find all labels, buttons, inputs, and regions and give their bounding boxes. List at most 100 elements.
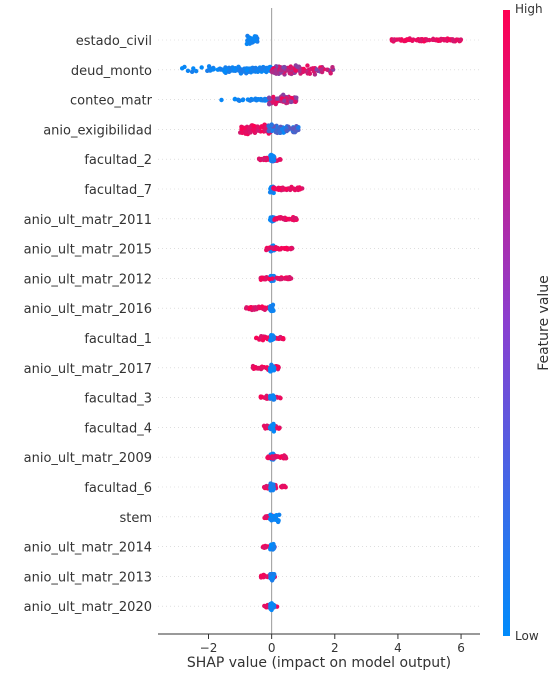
shap-point	[293, 99, 298, 104]
shap-point	[274, 71, 279, 76]
shap-point	[280, 185, 285, 190]
x-ticks: −2 0 2 4 6	[200, 634, 465, 655]
shap-point	[268, 96, 273, 102]
shap-point	[409, 38, 415, 43]
shap-point	[274, 96, 280, 101]
colorbar-gradient	[503, 10, 510, 636]
feature-label: estado_civil	[76, 34, 152, 49]
shap-point	[418, 38, 424, 43]
x-tick-label: 6	[457, 641, 465, 655]
shap-point	[270, 423, 275, 428]
feature-label: facultad_7	[84, 183, 152, 198]
shap-point	[270, 156, 276, 161]
shap-point	[276, 426, 282, 431]
feature-label: anio_ult_matr_2015	[24, 243, 152, 258]
shap-point	[278, 215, 283, 220]
shap-point	[282, 276, 287, 281]
shap-point	[248, 130, 253, 135]
shap-point	[255, 97, 260, 102]
shap-point	[267, 277, 272, 282]
shap-point	[251, 127, 257, 133]
feature-label: anio_ult_matr_2012	[24, 272, 152, 287]
shap-point	[253, 38, 258, 43]
shap-point	[278, 454, 283, 459]
shap-point	[275, 276, 280, 281]
shap-point	[262, 307, 268, 313]
shap-point	[281, 335, 286, 341]
shap-point	[255, 128, 261, 133]
shap-point	[199, 65, 204, 70]
shap-point	[194, 68, 199, 74]
shap-point	[397, 37, 402, 42]
feature-label: facultad_6	[84, 481, 152, 496]
shap-point	[450, 37, 455, 42]
shap-point	[259, 365, 265, 371]
shap-point	[263, 514, 269, 519]
shap-point	[293, 128, 299, 134]
x-tick-label: 0	[268, 641, 276, 655]
shap-point	[269, 604, 275, 609]
shap-point	[246, 39, 251, 45]
shap-point	[318, 67, 324, 72]
feature-label: anio_ult_matr_2009	[24, 451, 152, 466]
feature-label: deud_monto	[71, 64, 152, 79]
shap-point	[240, 130, 245, 136]
shap-point	[222, 68, 227, 74]
shap-point	[262, 545, 267, 550]
colorbar: High Low Feature value	[503, 2, 550, 643]
shap-point	[274, 512, 279, 518]
shap-point	[238, 67, 244, 72]
shap-point	[301, 69, 306, 74]
shap-point	[263, 277, 268, 282]
shap-point	[266, 128, 271, 134]
feature-label: facultad_3	[84, 392, 152, 407]
shap-point	[226, 69, 232, 75]
shap-point	[246, 125, 252, 131]
shap-point	[278, 395, 283, 401]
shap-point	[237, 98, 242, 103]
shap-point	[284, 128, 289, 134]
shap-point	[268, 512, 273, 518]
shap-point	[267, 190, 273, 195]
shap-point	[261, 157, 266, 162]
feature-labels: estado_civil deud_monto conteo_matr anio_ex…	[24, 34, 153, 615]
shap-point	[185, 68, 191, 74]
x-tick-label: 2	[331, 641, 339, 655]
shap-point	[293, 216, 299, 221]
shap-point	[424, 37, 429, 43]
shap-point	[236, 64, 241, 69]
shap-point	[239, 127, 244, 132]
shap-point	[263, 335, 268, 340]
shap-point	[281, 65, 286, 70]
shap-point	[277, 130, 282, 135]
shap-point	[269, 122, 274, 128]
feature-label: anio_ult_matr_2017	[24, 362, 152, 377]
shap-point	[265, 246, 271, 252]
shap-point	[258, 573, 264, 579]
shap-point	[270, 426, 276, 432]
x-axis-label: SHAP value (impact on model output)	[187, 655, 451, 671]
shap-point	[273, 67, 278, 73]
feature-label: anio_ult_matr_2011	[24, 213, 152, 228]
shap-point	[310, 66, 316, 71]
shap-point	[257, 305, 262, 310]
shap-point	[284, 216, 290, 222]
shap-point	[247, 305, 253, 310]
shap-point	[267, 102, 272, 107]
shap-point	[430, 37, 435, 43]
shap-point	[269, 518, 274, 523]
shap-point	[268, 572, 273, 577]
feature-label: anio_ult_matr_2013	[24, 570, 152, 585]
shap-point	[284, 245, 289, 251]
shap-point	[328, 71, 333, 76]
shap-point	[251, 123, 257, 129]
shap-point	[288, 276, 294, 281]
shap-point	[259, 394, 265, 399]
shap-point	[252, 365, 257, 370]
feature-label: anio_ult_matr_2014	[24, 541, 152, 556]
shap-point	[307, 71, 313, 76]
shap-point	[255, 124, 260, 129]
feature-rows	[158, 39, 480, 607]
shap-point	[269, 601, 274, 606]
shap-point	[276, 187, 281, 192]
